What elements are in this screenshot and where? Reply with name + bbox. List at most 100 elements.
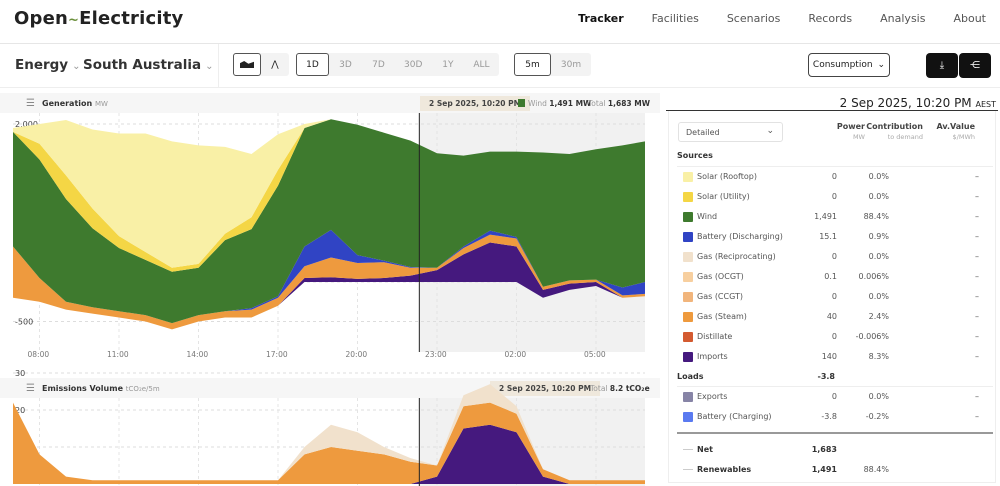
row-contribution: 0.006% [858,272,889,281]
table-row[interactable]: Gas (OCGT) 0.1 0.006% – [683,267,989,287]
nav-analysis[interactable]: Analysis [880,12,926,25]
row-power: 0 [831,172,837,181]
divider [677,386,993,387]
table-row[interactable]: Battery (Discharging) 15.1 0.9% – [683,227,989,247]
x-tick-label: 02:00 [505,350,527,359]
download-button[interactable]: ⤓ [926,53,958,78]
row-power: 0 [831,292,837,301]
table-row[interactable]: Gas (Reciprocating) 0 0.0% – [683,247,989,267]
color-swatch [683,272,693,282]
row-value: – [975,272,979,281]
row-contribution: 0.9% [868,232,889,241]
region-select[interactable]: South Australia ⌄ [83,57,213,73]
row-value: – [975,192,979,201]
chevron-down-icon: ⌄ [205,61,214,72]
row-power: 140 [821,352,837,361]
total-legend: Total 1,683 MW [588,99,650,108]
col-contrib-unit: to demand [887,133,923,141]
table-row[interactable]: Imports 140 8.3% – [683,347,989,367]
table-row[interactable]: Battery (Charging) -3.8 -0.2% – [683,407,989,427]
table-row[interactable]: Exports 0 0.0% – [683,387,989,407]
color-swatch [683,252,693,262]
view-mode-select[interactable]: Consumption ⌄ [808,53,890,77]
chevron-down-icon: ⌄ [766,126,774,136]
interval-5m[interactable]: 5m [514,53,551,76]
logo-wave-icon: ~ [68,13,80,28]
generation-title: Generation MW [42,99,108,108]
emissions-total: Total 8.2 tCO₂e [590,384,650,393]
row-name: Gas (Reciprocating) [697,252,776,261]
range-group: 1D 3D 7D 30D 1Y ALL [296,53,499,76]
row-value: – [975,392,979,401]
area-solar-rooftop [13,119,645,268]
menu-icon[interactable]: ☰ [26,382,35,394]
logo[interactable]: Open~Electricity [14,8,183,29]
table-row[interactable]: Solar (Rooftop) 0 0.0% – [683,167,989,187]
detail-select-label: Detailed [686,128,720,137]
divider [677,166,993,167]
nav-scenarios[interactable]: Scenarios [726,12,781,25]
line-chart-button[interactable]: ⋀ [261,53,289,76]
col-power: Power MW [837,122,865,141]
row-value: – [975,352,979,361]
range-3d[interactable]: 3D [339,59,352,70]
col-power-label: Power [836,122,865,131]
nav-tracker[interactable]: Tracker [578,12,624,25]
area-battery-discharging [13,229,645,324]
hover-date: 2 Sep 2025, 10:20 PM [420,95,531,111]
row-power: 0 [831,332,837,341]
col-contrib-label: Contribution [866,122,923,131]
table-row[interactable]: Distillate 0 -0.006% – [683,327,989,347]
data-table-panel: Detailed ⌄ Power MW Contribution to demand … [668,111,996,483]
range-1d[interactable]: 1D [296,53,329,76]
row-power: 15.1 [819,232,837,241]
menu-icon[interactable]: ☰ [26,97,35,109]
loads-total: -3.8 [817,372,836,381]
row-value: – [975,292,979,301]
table-row[interactable]: Solar (Utility) 0 0.0% – [683,187,989,207]
row-power: 0.1 [824,272,837,281]
region-label: South Australia [83,57,202,73]
interval-30m[interactable]: 30m [560,59,582,70]
col-value-label: Av.Value [936,122,975,131]
net-label: Net [697,445,713,454]
y-tick-label: 20 [15,406,25,415]
detail-select[interactable]: Detailed ⌄ [678,122,783,142]
table-row[interactable]: Wind 1,491 88.4% – [683,207,989,227]
nav-about[interactable]: About [953,12,986,25]
row-power: -3.8 [821,412,837,421]
color-swatch [683,332,693,342]
chevron-down-icon: ⌄ [72,61,81,72]
divider [666,110,998,111]
row-name: Wind [697,212,718,221]
col-contribution: Contribution to demand [866,122,923,141]
range-7d[interactable]: 7D [372,59,385,70]
panel-timezone: AEST [975,100,997,109]
area-chart-button[interactable] [233,53,261,76]
main-nav: Tracker Facilities Scenarios Records Ana… [578,12,986,25]
range-all[interactable]: ALL [473,59,490,70]
total-value: 1,683 MW [607,98,650,108]
range-1y[interactable]: 1Y [442,59,454,70]
col-power-unit: MW [852,133,865,141]
row-name: Exports [697,392,728,401]
row-value: – [975,252,979,261]
row-contribution: 0.0% [868,292,889,301]
legend-value: 1,491 MW [549,98,592,108]
net-value: 1,683 [811,445,837,454]
x-tick-label: 17:00 [266,350,288,359]
share-button[interactable]: ⋲ [959,53,991,78]
nav-records[interactable]: Records [808,12,853,25]
row-name: Distillate [697,332,733,341]
table-row[interactable]: Gas (Steam) 40 2.4% – [683,307,989,327]
range-30d[interactable]: 30D [404,59,423,70]
col-value: Av.Value $/MWh [936,122,975,141]
share-icon: ⋲ [970,60,980,71]
nav-facilities[interactable]: Facilities [651,12,699,25]
table-row[interactable]: Gas (CCGT) 0 0.0% – [683,287,989,307]
emissions-title: Emissions Volume tCO₂e/5m [42,384,160,393]
emissions-title-text: Emissions Volume [42,383,123,393]
metric-select[interactable]: Energy ⌄ [15,57,81,73]
charts-canvas[interactable]: 2,0001,5001,0005000-50008:0011:0014:0017… [0,0,660,486]
top-header: Open~Electricity Tracker Facilities Scen… [0,0,1000,44]
